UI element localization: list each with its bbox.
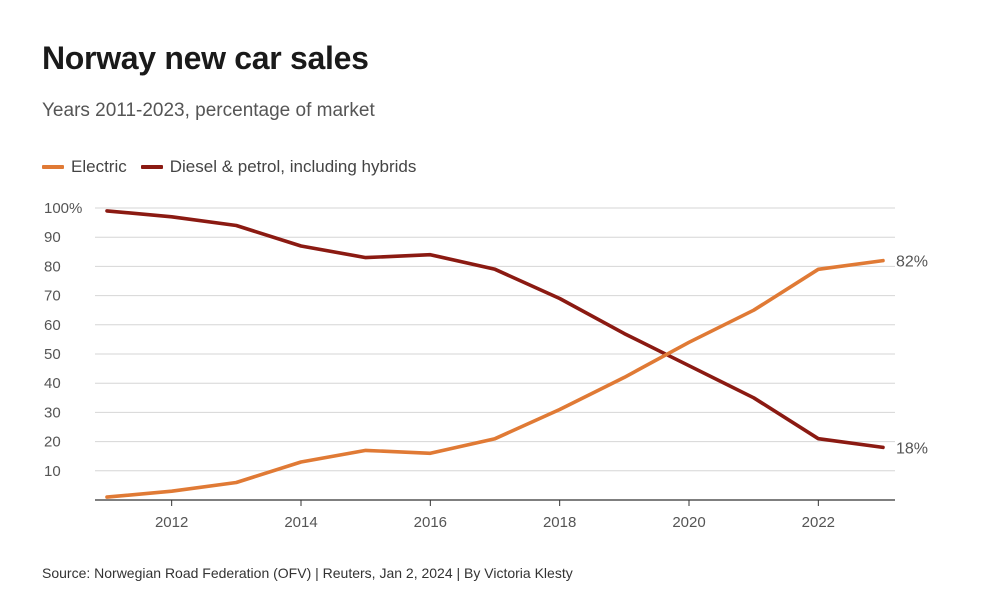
y-tick-label-30: 30 <box>44 404 61 421</box>
data-point-electric-2012 <box>170 490 173 493</box>
y-tick-label-10: 10 <box>44 463 61 480</box>
data-point-electric-2021 <box>752 309 755 312</box>
legend-item-electric: Electric <box>42 157 127 177</box>
data-point-diesel-petrol-2014 <box>300 244 303 247</box>
legend-item-diesel-petrol: Diesel & petrol, including hybrids <box>140 157 417 177</box>
data-point-diesel-petrol-2018 <box>558 297 561 300</box>
source-note: Source: Norwegian Road Federation (OFV) … <box>42 565 573 581</box>
data-point-diesel-petrol-2017 <box>494 268 497 271</box>
x-tick-label-2020: 2020 <box>672 514 705 531</box>
x-tick-label-2018: 2018 <box>543 514 576 531</box>
x-tick-label-2022: 2022 <box>802 514 835 531</box>
data-point-electric-2017 <box>494 437 497 440</box>
data-point-electric-2023 <box>882 259 885 262</box>
data-point-electric-2022 <box>817 268 820 271</box>
data-point-diesel-petrol-2011 <box>106 209 109 212</box>
end-label-electric: 82% <box>896 254 928 271</box>
chart-subtitle: Years 2011-2023, percentage of market <box>42 100 375 121</box>
data-point-diesel-petrol-2015 <box>364 256 367 259</box>
data-point-electric-2019 <box>623 376 626 379</box>
data-point-electric-2020 <box>688 341 691 344</box>
legend-label-electric: Electric <box>71 157 127 176</box>
y-tick-label-40: 40 <box>44 375 61 392</box>
legend-label-diesel-petrol: Diesel & petrol, including hybrids <box>169 157 417 176</box>
x-tick-label-2012: 2012 <box>155 514 188 531</box>
data-point-electric-2011 <box>106 496 109 499</box>
data-point-diesel-petrol-2019 <box>623 332 626 335</box>
data-point-diesel-petrol-2023 <box>882 446 885 449</box>
y-tick-label-50: 50 <box>44 346 61 363</box>
legend: Electric Diesel & petrol, including hybr… <box>42 157 430 177</box>
data-point-diesel-petrol-2022 <box>817 437 820 440</box>
legend-swatch-diesel-petrol <box>140 165 163 169</box>
data-point-diesel-petrol-2013 <box>235 224 238 227</box>
data-point-electric-2013 <box>235 481 238 484</box>
data-point-diesel-petrol-2016 <box>429 253 432 256</box>
data-point-electric-2015 <box>364 449 367 452</box>
legend-swatch-electric <box>42 165 64 169</box>
y-tick-label-60: 60 <box>44 317 61 334</box>
x-tick-label-2014: 2014 <box>284 514 317 531</box>
y-tick-label-90: 90 <box>44 229 61 246</box>
data-point-electric-2016 <box>429 452 432 455</box>
end-label-diesel-petrol: 18% <box>896 440 928 457</box>
data-point-diesel-petrol-2012 <box>170 215 173 218</box>
y-tick-label-80: 80 <box>44 258 61 275</box>
data-point-electric-2014 <box>300 461 303 464</box>
data-point-electric-2018 <box>558 408 561 411</box>
series-line-electric <box>105 258 885 499</box>
series-line-diesel-petrol <box>105 209 885 450</box>
y-tick-label-100: 100% <box>44 200 82 217</box>
y-tick-label-70: 70 <box>44 288 61 305</box>
x-tick-label-2016: 2016 <box>414 514 447 531</box>
chart-title: Norway new car sales <box>42 40 369 76</box>
y-tick-label-20: 20 <box>44 434 61 451</box>
data-point-diesel-petrol-2020 <box>688 364 691 367</box>
data-point-diesel-petrol-2021 <box>752 396 755 399</box>
